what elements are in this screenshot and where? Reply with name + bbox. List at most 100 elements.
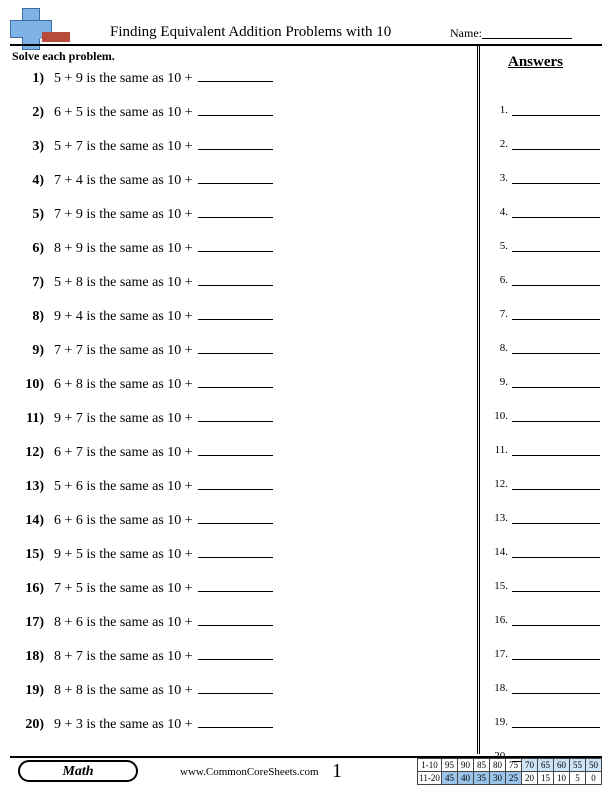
problem-text: 7 + 4 is the same as 10 +: [54, 173, 196, 189]
problem-number: 14): [18, 513, 44, 529]
answer-row: 19.: [490, 694, 600, 728]
problem-row: 8)9 + 4 is the same as 10 +: [18, 306, 458, 340]
answer-row: 5.: [490, 218, 600, 252]
answer-blank[interactable]: [198, 680, 273, 694]
answer-row: 9.: [490, 354, 600, 388]
answer-blank[interactable]: [198, 136, 273, 150]
answer-row: 12.: [490, 456, 600, 490]
answer-blank[interactable]: [198, 68, 273, 82]
answer-number: 19.: [490, 716, 508, 728]
problem-row: 5)7 + 9 is the same as 10 +: [18, 204, 458, 238]
problem-row: 10)6 + 8 is the same as 10 +: [18, 374, 458, 408]
answer-line[interactable]: [512, 138, 600, 150]
answer-blank[interactable]: [198, 102, 273, 116]
answer-line[interactable]: [512, 512, 600, 524]
problem-row: 15) 9 + 5 is the same as 10 +: [18, 544, 458, 578]
answer-blank[interactable]: [198, 578, 273, 592]
answer-blank[interactable]: [198, 238, 273, 252]
answer-line[interactable]: [512, 172, 600, 184]
answer-row: 14.: [490, 524, 600, 558]
problem-row: 2)6 + 5 is the same as 10 +: [18, 102, 458, 136]
accent-bar: [42, 32, 70, 42]
answer-blank[interactable]: [198, 306, 273, 320]
answer-line[interactable]: [512, 478, 600, 490]
answer-blank[interactable]: [198, 340, 273, 354]
answers-column: 1.2.3.4.5.6.7.8.9.10.11.12.13.14.15.16.1…: [490, 82, 600, 762]
answer-line[interactable]: [512, 716, 600, 728]
answer-line[interactable]: [512, 308, 600, 320]
answer-number: 13.: [490, 512, 508, 524]
answer-number: 5.: [490, 240, 508, 252]
answer-line[interactable]: [512, 376, 600, 388]
answer-row: 7.: [490, 286, 600, 320]
score-cell: 65: [538, 759, 554, 772]
answers-heading: Answers: [508, 54, 563, 71]
problem-number: 8): [18, 309, 44, 325]
answer-row: 1.: [490, 82, 600, 116]
answer-row: 17.: [490, 626, 600, 660]
answer-number: 6.: [490, 274, 508, 286]
answer-blank[interactable]: [198, 272, 273, 286]
answer-line[interactable]: [512, 614, 600, 626]
answer-line[interactable]: [512, 546, 600, 558]
answer-blank[interactable]: [198, 204, 273, 218]
score-row-label: 1-10: [418, 759, 442, 772]
subject-pill: Math: [18, 760, 138, 782]
page-number: 1: [332, 760, 342, 783]
answer-line[interactable]: [512, 682, 600, 694]
problem-row: 6)8 + 9 is the same as 10 +: [18, 238, 458, 272]
answer-line[interactable]: [512, 206, 600, 218]
name-blank[interactable]: [482, 38, 572, 39]
answer-row: 4.: [490, 184, 600, 218]
answer-line[interactable]: [512, 444, 600, 456]
score-cell: 60: [554, 759, 570, 772]
answer-row: 3.: [490, 150, 600, 184]
header-rule: [10, 44, 602, 46]
problem-number: 12): [18, 445, 44, 461]
problem-text: 6 + 8 is the same as 10 +: [54, 377, 196, 393]
answer-row: 18.: [490, 660, 600, 694]
answer-number: 11.: [490, 444, 508, 456]
answer-blank[interactable]: [198, 442, 273, 456]
answer-line[interactable]: [512, 274, 600, 286]
problem-number: 4): [18, 173, 44, 189]
answer-row: 10.: [490, 388, 600, 422]
problem-row: 4) 7 + 4 is the same as 10 +: [18, 170, 458, 204]
score-cell: 70: [522, 759, 538, 772]
answer-line[interactable]: [512, 342, 600, 354]
answer-blank[interactable]: [198, 510, 273, 524]
answer-line[interactable]: [512, 410, 600, 422]
answer-blank[interactable]: [198, 544, 273, 558]
answer-blank[interactable]: [198, 714, 273, 728]
problem-number: 15): [18, 547, 44, 563]
answer-number: 1.: [490, 104, 508, 116]
answer-line[interactable]: [512, 104, 600, 116]
answer-blank[interactable]: [198, 646, 273, 660]
problem-text: 6 + 6 is the same as 10 +: [54, 513, 196, 529]
answer-blank[interactable]: [198, 476, 273, 490]
problem-text: 5 + 9 is the same as 10 +: [54, 71, 196, 87]
problem-row: 9)7 + 7 is the same as 10 +: [18, 340, 458, 374]
problem-text: 8 + 9 is the same as 10 +: [54, 241, 196, 257]
answer-blank[interactable]: [198, 408, 273, 422]
problem-text: 8 + 7 is the same as 10 +: [54, 649, 196, 665]
answer-blank[interactable]: [198, 170, 273, 184]
answer-blank[interactable]: [198, 612, 273, 626]
name-label: Name:: [450, 26, 482, 41]
score-cell: 20: [522, 772, 538, 785]
problem-row: 12)6 + 7 is the same as 10 +: [18, 442, 458, 476]
problem-text: 9 + 5 is the same as 10 +: [54, 547, 196, 563]
problem-number: 13): [18, 479, 44, 495]
problem-text: 5 + 8 is the same as 10 +: [54, 275, 196, 291]
problem-row: 13)5 + 6 is the same as 10 +: [18, 476, 458, 510]
site-url: www.CommonCoreSheets.com: [180, 766, 319, 778]
problem-text: 5 + 7 is the same as 10 +: [54, 139, 196, 155]
answer-line[interactable]: [512, 648, 600, 660]
score-cell: 40: [458, 772, 474, 785]
answer-number: 10.: [490, 410, 508, 422]
answer-blank[interactable]: [198, 374, 273, 388]
answer-number: 4.: [490, 206, 508, 218]
answer-line[interactable]: [512, 240, 600, 252]
score-cell: 30: [490, 772, 506, 785]
answer-line[interactable]: [512, 580, 600, 592]
